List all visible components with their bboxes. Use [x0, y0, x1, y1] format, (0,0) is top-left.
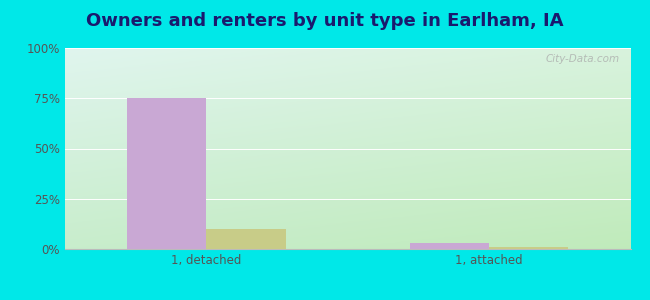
Bar [207, 229, 285, 249]
Bar [410, 243, 489, 249]
Text: Owners and renters by unit type in Earlham, IA: Owners and renters by unit type in Earlh… [86, 12, 564, 30]
Text: City-Data.com: City-Data.com [545, 54, 619, 64]
Bar [489, 247, 568, 249]
Bar [127, 98, 207, 249]
